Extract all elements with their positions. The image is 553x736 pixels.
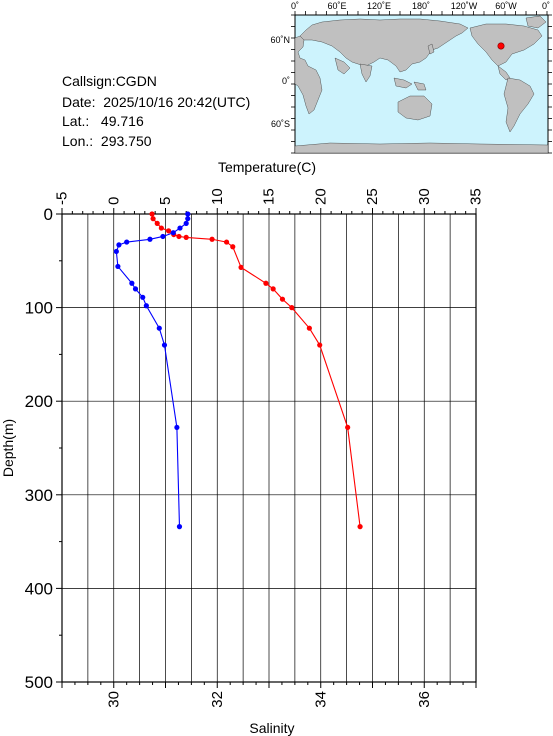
depth-tick-label: 100 [25, 299, 53, 318]
temperature-data-point [158, 225, 164, 231]
temperature-tick-label: 20 [312, 188, 329, 205]
temperature-data-point [209, 236, 215, 242]
station-info: Callsign:CGDN Date: 2025/10/16 20:42(UTC… [62, 73, 250, 149]
salinity-data-point [156, 325, 162, 331]
salinity-data-point [185, 216, 191, 222]
salinity-data-point [143, 303, 149, 309]
temperature-tick-label: 25 [364, 188, 381, 205]
plot-series [113, 211, 363, 530]
salinity-data-point [140, 294, 146, 300]
map-latitude-labels: 60˚N 0˚ 60˚S [270, 35, 290, 129]
salinity-tick-label: 30 [105, 691, 122, 708]
temperature-data-point [345, 424, 351, 431]
temperature-data-point [317, 342, 323, 348]
temperature-tick-label: 5 [157, 197, 174, 205]
salinity-data-point [160, 233, 166, 240]
temperature-data-point [279, 296, 286, 302]
salinity-data-point [177, 225, 183, 231]
depth-tick-label: 500 [25, 673, 53, 692]
temperature-data-point [149, 211, 155, 217]
temperature-data-point [166, 228, 172, 234]
plot-grid [61, 213, 477, 683]
temperature-data-point [263, 280, 269, 286]
station-marker [497, 42, 505, 50]
temperature-data-point [289, 305, 295, 311]
map-lon-label: 180˚ [412, 1, 430, 11]
latitude-text: Lat.: 49.716 [62, 113, 144, 129]
salinity-tick-label: 36 [416, 691, 433, 708]
temperature-tick-label: 30 [416, 188, 433, 205]
temperature-data-point [176, 233, 182, 240]
salinity-data-point [183, 220, 189, 226]
map-land [294, 15, 549, 154]
date-text: Date: 2025/10/16 20:42(UTC) [62, 94, 250, 110]
world-map-inset: 0˚ 60˚E 120˚E 180˚ 120˚W 60˚W 0˚ 60˚N 0˚… [270, 1, 552, 154]
temperature-data-point [223, 239, 230, 245]
map-lon-label: 0˚ [542, 1, 550, 11]
map-lon-label: 60˚E [327, 1, 346, 11]
salinity-data-point [174, 424, 180, 431]
salinity-data-point [170, 230, 176, 236]
temperature-tick-label: 10 [209, 188, 226, 205]
temperature-data-point [270, 286, 276, 292]
depth-tick-label: 0 [44, 205, 53, 224]
map-frame-ticks [291, 11, 552, 154]
temperature-data-point [150, 216, 156, 222]
temperature-tick-label: 15 [261, 188, 278, 205]
longitude-text: Lon.: 293.750 [62, 133, 152, 149]
depth-tick-label: 200 [25, 392, 53, 411]
temperature-data-point [357, 524, 363, 530]
map-longitude-labels: 0˚ 60˚E 120˚E 180˚ 120˚W 60˚W 0˚ [291, 1, 550, 11]
salinity-data-point [185, 211, 191, 217]
temperature-axis-title: Temperature(C) [218, 159, 316, 175]
salinity-tick-label: 34 [312, 691, 329, 708]
map-lat-label: 60˚S [271, 119, 290, 129]
salinity-data-point [129, 280, 135, 286]
depth-axis-title: Depth(m) [0, 419, 16, 477]
depth-tick-label: 400 [25, 579, 53, 598]
temperature-data-point [154, 220, 160, 226]
map-lon-label: 0˚ [291, 1, 299, 11]
map-lon-label: 120˚W [451, 1, 478, 11]
temperature-tick-label: 0 [105, 197, 122, 205]
temperature-data-point [230, 244, 236, 250]
temperature-data-point [238, 264, 244, 270]
salinity-data-point [115, 263, 121, 270]
salinity-axis-title: Salinity [249, 720, 294, 736]
salinity-data-point [124, 239, 130, 245]
map-lat-label: 0˚ [282, 76, 290, 86]
salinity-data-point [176, 524, 183, 530]
salinity-data-point [132, 286, 139, 292]
salinity-data-point [147, 236, 153, 242]
map-lon-label: 60˚W [495, 1, 517, 11]
callsign-text: Callsign:CGDN [62, 73, 157, 89]
temperature-tick-label: 35 [468, 188, 485, 205]
temperature-data-point [306, 325, 312, 331]
salinity-tick-label: 32 [209, 691, 226, 708]
map-lat-label: 60˚N [270, 35, 290, 45]
temperature-data-point [183, 234, 189, 240]
depth-tick-label: 300 [25, 486, 53, 505]
salinity-data-point [161, 342, 168, 348]
map-lon-label: 120˚E [367, 1, 391, 11]
temperature-tick-label: -5 [54, 192, 71, 205]
salinity-data-point [116, 242, 122, 248]
salinity-data-point [113, 248, 119, 255]
